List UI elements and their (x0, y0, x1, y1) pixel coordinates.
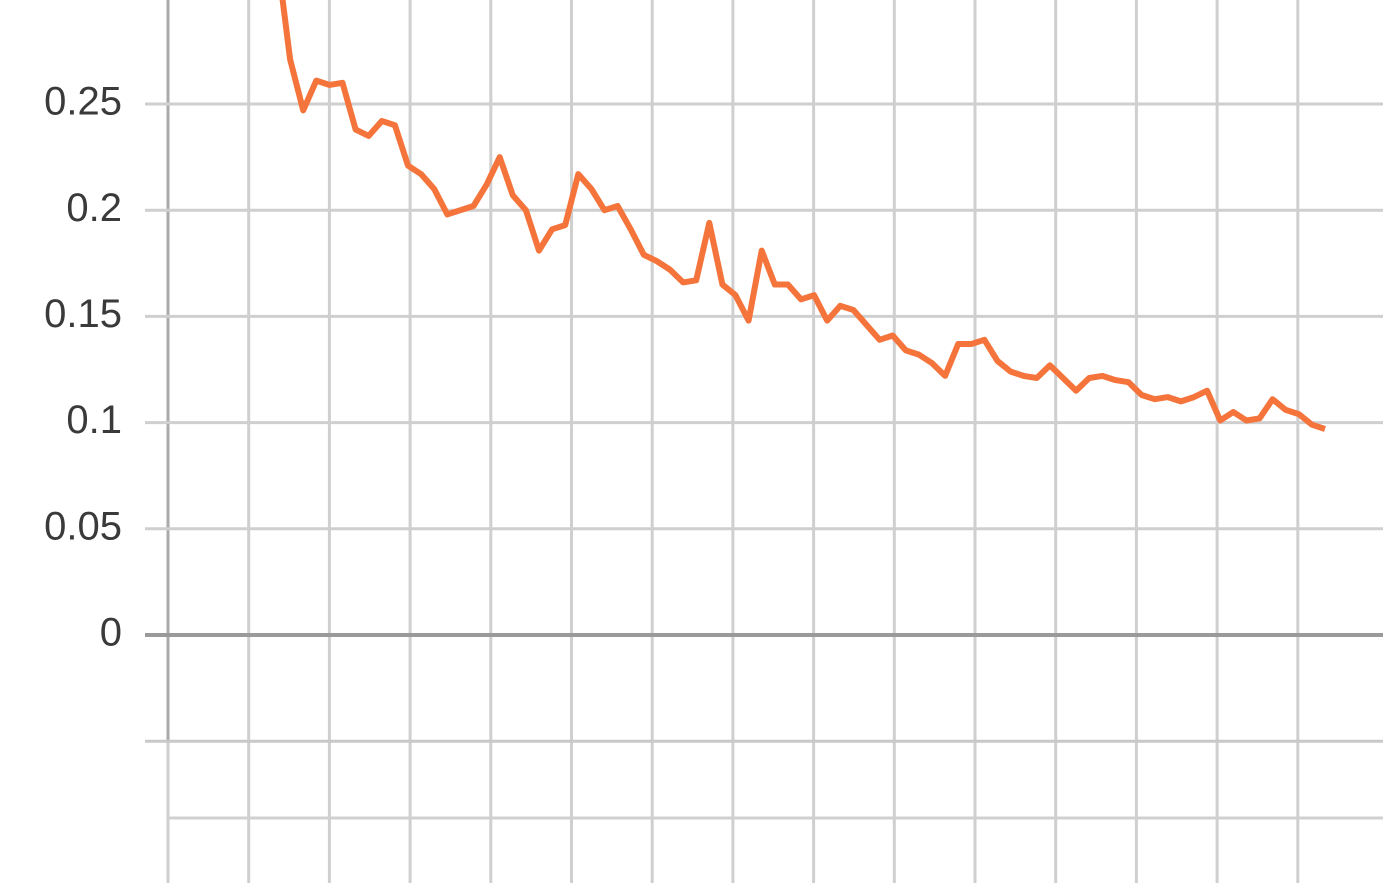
data-line (279, 0, 1326, 432)
y-tick-label: 0.1 (66, 398, 122, 442)
y-tick-label: 0.05 (44, 504, 122, 548)
y-tick-label: 0.15 (44, 292, 122, 336)
y-tick-label: 0 (100, 611, 122, 655)
y-tick-label: 0.25 (44, 80, 122, 124)
y-tick-label: 0.2 (66, 186, 122, 230)
vertical-grid (166, 0, 1300, 883)
